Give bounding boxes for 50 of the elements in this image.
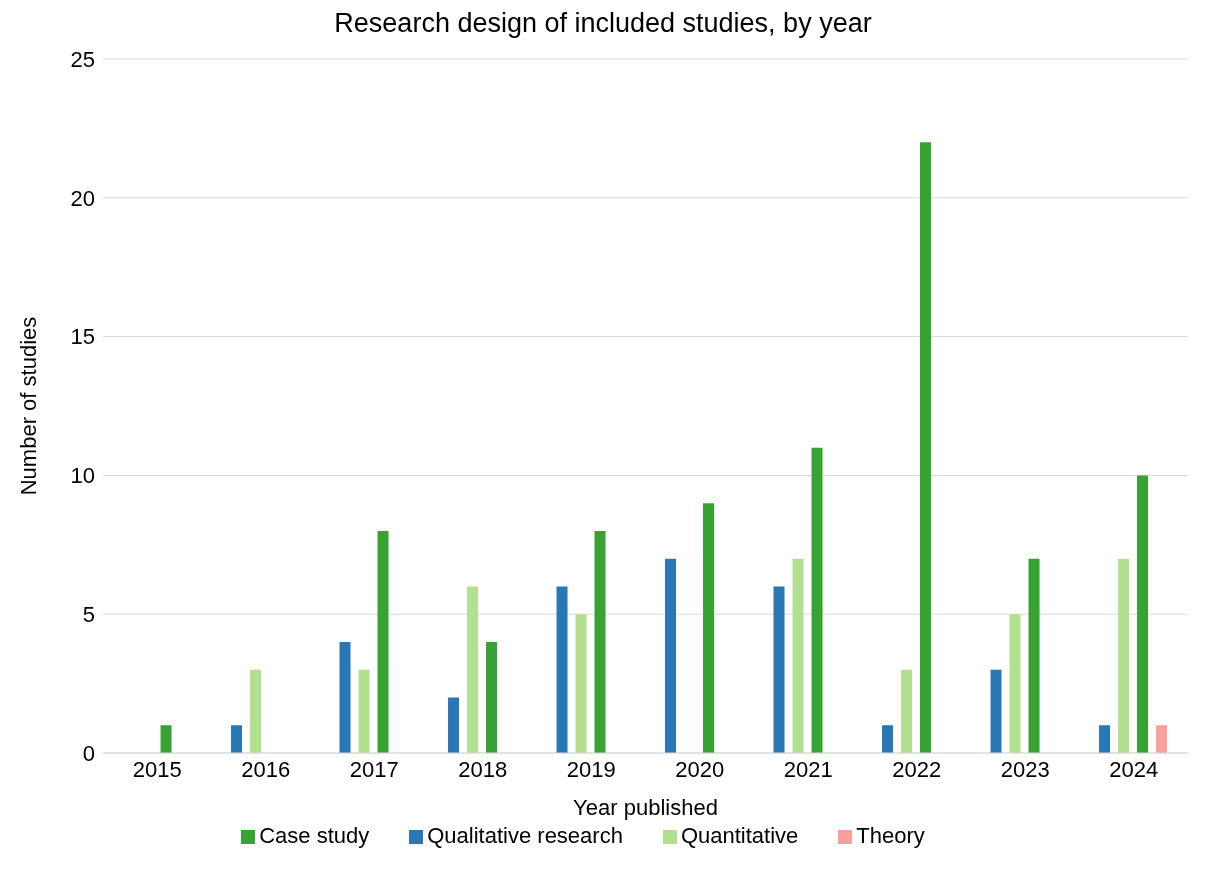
x-tick-label: 2023: [1000, 756, 1050, 782]
x-tick-label: 2022: [892, 756, 942, 782]
bar: [358, 669, 370, 753]
bar: [811, 447, 823, 753]
bar: [556, 586, 568, 753]
bar: [467, 586, 479, 753]
bar: [1009, 614, 1021, 753]
bar: [1028, 558, 1040, 753]
bar: [486, 641, 498, 753]
y-tick-label: 10: [70, 463, 95, 489]
y-tick-label: 0: [82, 740, 95, 766]
legend-label: Case study: [259, 823, 370, 848]
y-tick-label: 20: [70, 185, 95, 211]
y-tick-label: 15: [70, 324, 95, 350]
legend-label: Theory: [856, 823, 925, 848]
x-tick-label: 2015: [132, 756, 182, 782]
legend-label: Quantitative: [680, 823, 799, 848]
bar: [882, 725, 894, 753]
bar: [377, 530, 389, 753]
bar: [575, 614, 587, 753]
x-tick-label: 2018: [458, 756, 508, 782]
x-tick-label: 2017: [349, 756, 399, 782]
x-axis-title: Year published: [573, 795, 718, 820]
x-tick-label: 2019: [566, 756, 616, 782]
y-tick-label: 25: [70, 46, 95, 72]
legend-label: Qualitative research: [427, 823, 623, 848]
bar: [665, 558, 677, 753]
bar: [773, 586, 785, 753]
x-tick-label: 2020: [675, 756, 725, 782]
bar: [1099, 725, 1111, 753]
bar: [920, 142, 932, 753]
bar: [339, 641, 351, 753]
bar: [594, 530, 606, 753]
bar: [1156, 725, 1168, 753]
x-tick-label: 2021: [783, 756, 833, 782]
bar: [901, 669, 913, 753]
y-tick-label: 5: [82, 602, 95, 628]
y-axis-title: Number of studies: [15, 316, 41, 496]
x-tick-label: 2024: [1109, 756, 1159, 782]
chart-title: Research design of included studies, by year: [333, 8, 873, 39]
bar: [1137, 475, 1149, 753]
bar: [703, 503, 715, 753]
bar: [160, 725, 172, 753]
bar: [231, 725, 243, 753]
bar: [250, 669, 262, 753]
bar: [448, 697, 460, 753]
bar: [792, 558, 804, 753]
x-tick-label: 2016: [241, 756, 291, 782]
bar: [990, 669, 1002, 753]
bar: [1118, 558, 1130, 753]
